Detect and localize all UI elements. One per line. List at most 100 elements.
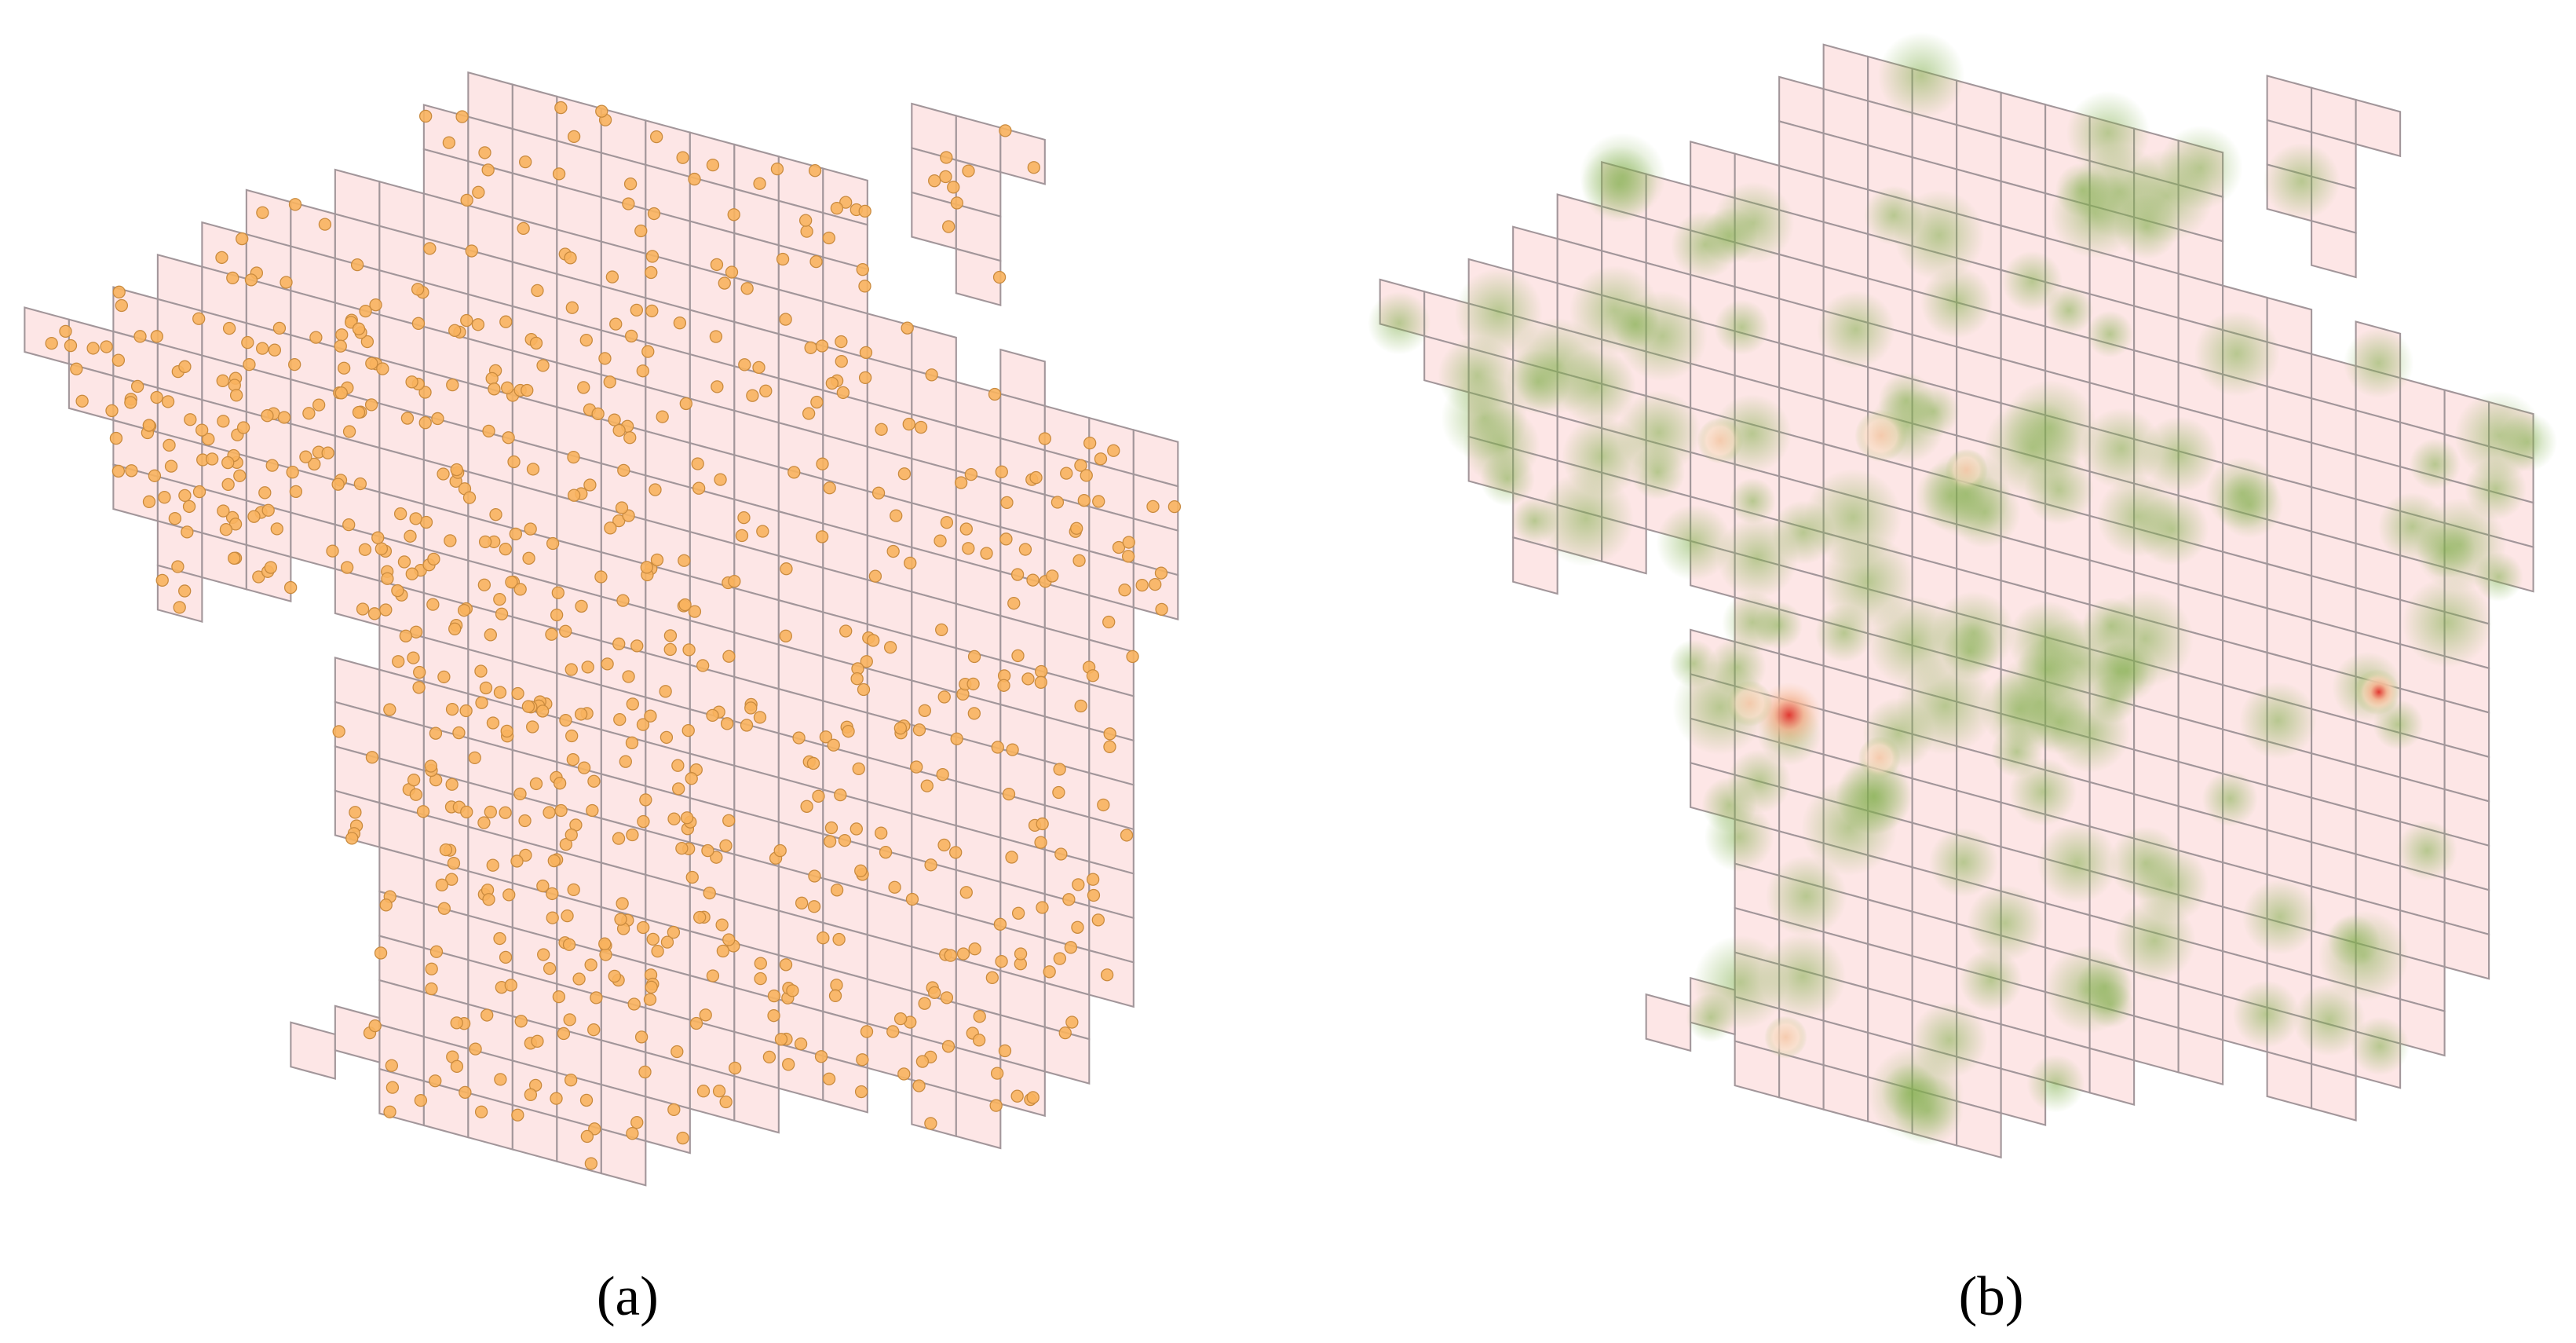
point — [858, 371, 872, 385]
point — [1050, 496, 1065, 509]
grid-cell — [334, 1005, 381, 1063]
point — [489, 508, 502, 521]
point — [672, 782, 685, 796]
point — [857, 682, 871, 697]
point — [334, 386, 348, 400]
point — [586, 803, 599, 818]
heat-blob — [1959, 948, 2022, 1012]
point — [940, 151, 953, 164]
point — [663, 642, 677, 657]
point — [875, 423, 888, 436]
point — [345, 832, 359, 845]
point — [472, 185, 485, 199]
point — [192, 312, 206, 325]
point — [1046, 569, 1059, 583]
point — [924, 1117, 937, 1130]
point — [109, 431, 123, 445]
point — [504, 979, 517, 992]
point — [838, 833, 852, 847]
point — [612, 423, 626, 437]
heat-blob — [1816, 290, 1895, 369]
point — [910, 760, 923, 774]
point — [488, 382, 501, 396]
point — [1035, 664, 1048, 679]
point — [1092, 495, 1105, 508]
point — [522, 551, 535, 565]
point — [371, 531, 385, 544]
point — [1121, 550, 1135, 563]
point — [626, 697, 639, 711]
point — [334, 339, 347, 353]
point — [412, 681, 426, 694]
point — [429, 1074, 442, 1088]
point — [579, 333, 593, 347]
heat-blob — [2026, 1054, 2085, 1113]
point — [1000, 496, 1014, 510]
heat-blob — [1454, 268, 1543, 357]
point — [256, 342, 269, 355]
point — [608, 969, 621, 983]
point — [856, 1053, 869, 1067]
point — [640, 561, 653, 574]
point — [546, 536, 560, 551]
point — [552, 990, 566, 1004]
point — [1102, 615, 1116, 629]
point — [1053, 952, 1067, 965]
heat-blob — [1892, 1075, 1964, 1147]
point — [928, 174, 941, 188]
point — [507, 455, 521, 469]
point — [462, 491, 477, 504]
point — [308, 457, 321, 471]
point — [431, 412, 444, 426]
point — [685, 870, 699, 884]
point — [696, 659, 710, 672]
point — [510, 854, 524, 868]
point — [725, 265, 739, 279]
point — [553, 777, 567, 790]
point — [567, 883, 580, 897]
point — [681, 723, 695, 737]
point — [511, 686, 524, 701]
point — [967, 650, 981, 664]
point — [1126, 650, 1139, 664]
point — [798, 214, 813, 227]
point — [615, 501, 629, 514]
heat-blob — [2140, 416, 2218, 494]
point — [468, 751, 481, 765]
point — [155, 573, 169, 587]
point — [858, 204, 871, 218]
point — [124, 396, 137, 409]
point — [385, 1081, 400, 1094]
point — [552, 167, 566, 181]
point — [636, 364, 649, 378]
point — [312, 398, 326, 412]
point — [537, 948, 550, 961]
point — [1070, 521, 1083, 535]
point — [1074, 459, 1087, 472]
point — [904, 556, 917, 570]
point — [493, 686, 507, 699]
heat-blob — [1759, 933, 1847, 1020]
point — [624, 329, 638, 343]
point — [1011, 906, 1025, 920]
point — [722, 933, 736, 946]
panel-a — [24, 71, 1182, 1187]
point — [827, 738, 840, 752]
point — [939, 170, 952, 184]
point — [722, 814, 736, 827]
heat-blob — [1979, 670, 2059, 749]
point — [645, 250, 660, 263]
point — [405, 375, 418, 389]
point — [651, 944, 664, 958]
point — [612, 637, 626, 651]
panel-label: (a) — [597, 1266, 659, 1327]
point — [1097, 798, 1110, 812]
point — [649, 483, 662, 496]
point — [1007, 597, 1021, 610]
heat-blob — [1920, 265, 1993, 338]
point — [564, 1074, 578, 1087]
point — [1052, 785, 1065, 800]
point — [962, 542, 975, 555]
point — [565, 663, 578, 676]
point — [699, 1008, 712, 1022]
